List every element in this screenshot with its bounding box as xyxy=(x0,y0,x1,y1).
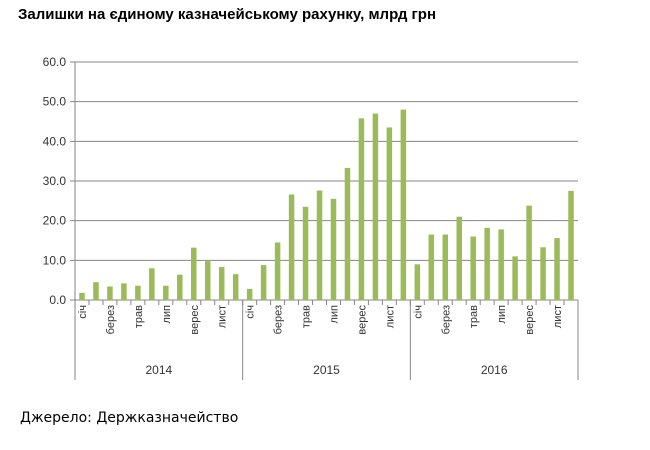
x-tick-label: лист xyxy=(384,305,396,328)
x-tick-label: берез xyxy=(273,305,285,334)
x-tick-label: лист xyxy=(217,305,229,328)
bar xyxy=(260,265,267,300)
bar xyxy=(484,227,490,300)
y-tick-label: 10.0 xyxy=(43,253,67,267)
x-tick-label: верес xyxy=(189,305,201,335)
bar xyxy=(246,288,253,300)
bar xyxy=(274,242,281,300)
bar xyxy=(400,109,407,300)
bar xyxy=(149,268,155,300)
y-tick-label: 0.0 xyxy=(49,293,66,307)
bar xyxy=(302,206,309,300)
x-tick-label: січ xyxy=(245,305,257,319)
bar xyxy=(93,282,99,300)
bar xyxy=(442,234,449,300)
bar xyxy=(204,261,211,300)
y-tick-label: 60.0 xyxy=(43,55,67,69)
x-tick-label: лип xyxy=(496,305,508,324)
bar xyxy=(540,247,546,300)
bar xyxy=(470,236,476,300)
bar xyxy=(330,198,337,300)
chart-title: Залишки на єдиному казначейському рахунк… xyxy=(18,6,437,23)
bar xyxy=(316,190,323,300)
y-tick-label: 50.0 xyxy=(43,95,67,109)
y-tick-label: 40.0 xyxy=(43,134,67,148)
bar xyxy=(428,234,435,300)
year-label: 2015 xyxy=(313,363,340,377)
bar xyxy=(498,229,504,300)
bar xyxy=(232,274,239,300)
bar xyxy=(218,267,225,300)
bar xyxy=(79,292,85,300)
bar xyxy=(121,283,127,300)
x-tick-label: верес xyxy=(524,305,536,335)
x-tick-label: берез xyxy=(105,305,117,334)
bar xyxy=(358,118,365,301)
bar xyxy=(372,113,379,300)
y-tick-label: 30.0 xyxy=(43,174,67,188)
bar xyxy=(344,167,351,300)
bar xyxy=(512,256,518,300)
x-tick-label: січ xyxy=(77,305,89,319)
bar xyxy=(135,285,141,300)
x-tick-label: лип xyxy=(161,305,173,324)
source-note: Джерело: Держказначейство xyxy=(20,410,239,426)
bar xyxy=(568,190,574,300)
x-tick-label: трав xyxy=(301,305,313,328)
bar xyxy=(456,216,462,300)
x-tick-label: трав xyxy=(133,305,145,328)
x-tick-label: верес xyxy=(356,305,368,335)
x-tick-label: лип xyxy=(328,305,340,324)
year-label: 2014 xyxy=(145,363,172,377)
bar xyxy=(288,194,295,300)
x-tick-label: січ xyxy=(412,305,424,319)
y-tick-label: 20.0 xyxy=(43,214,67,228)
bar xyxy=(191,247,197,300)
bar xyxy=(554,238,560,300)
bar xyxy=(386,127,393,300)
year-label: 2016 xyxy=(481,363,508,377)
bar xyxy=(163,285,169,300)
bar xyxy=(107,286,113,300)
bar xyxy=(177,274,183,300)
x-tick-label: берез xyxy=(440,305,452,334)
x-tick-label: трав xyxy=(468,305,480,328)
x-tick-label: лист xyxy=(552,305,564,328)
bar xyxy=(414,264,421,300)
bar xyxy=(526,205,532,300)
